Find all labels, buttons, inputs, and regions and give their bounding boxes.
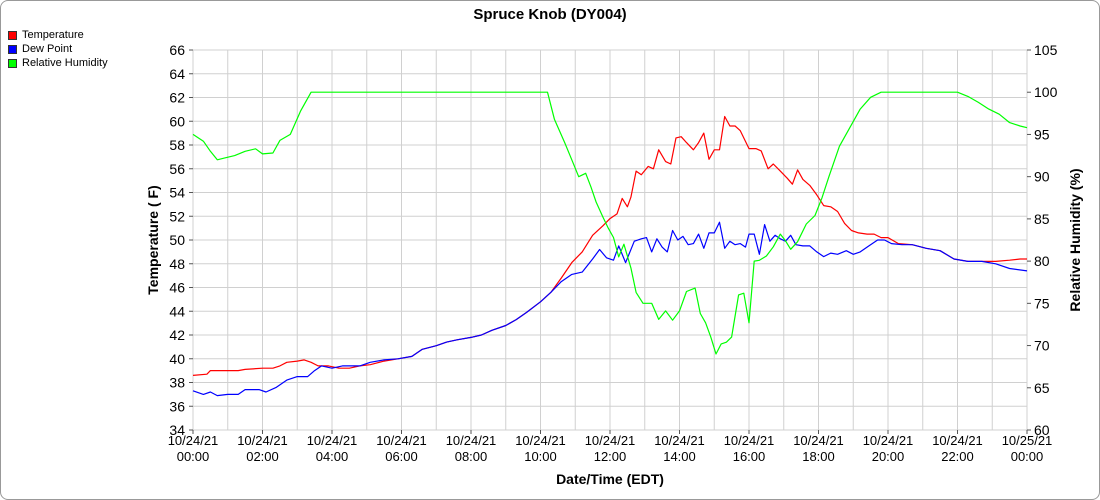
x-tick-label-date: 10/24/21 bbox=[376, 433, 427, 448]
y-tick-label: 38 bbox=[169, 375, 185, 391]
legend-label-dew-point: Dew Point bbox=[22, 43, 73, 55]
x-tick-label-time: 02:00 bbox=[246, 449, 279, 464]
y-tick-label: 50 bbox=[169, 232, 185, 248]
x-tick-label-date: 10/24/21 bbox=[793, 433, 844, 448]
series-layer bbox=[192, 91, 1028, 397]
y-tick-label: 58 bbox=[169, 137, 185, 153]
y-tick-label: 40 bbox=[169, 351, 185, 367]
y2-tick-label: 105 bbox=[1034, 42, 1058, 58]
x-tick-label-time: 00:00 bbox=[1011, 449, 1044, 464]
y2-tick-label: 80 bbox=[1034, 253, 1050, 269]
x-tick-label-time: 16:00 bbox=[733, 449, 766, 464]
x-tick-label-time: 00:00 bbox=[177, 449, 210, 464]
x-tick-label-time: 10:00 bbox=[524, 449, 557, 464]
legend-item-relative-humidity: Relative Humidity bbox=[8, 56, 108, 70]
y2-tick-label: 70 bbox=[1034, 338, 1050, 354]
y2-tick-label: 85 bbox=[1034, 211, 1050, 227]
y-axis-title: Temperature ( F) bbox=[145, 185, 161, 294]
y-tick-label: 52 bbox=[169, 208, 185, 224]
x-tick-label-time: 18:00 bbox=[802, 449, 835, 464]
y2-axis-title: Relative Humidity (%) bbox=[1067, 168, 1083, 311]
x-tick-label-time: 06:00 bbox=[385, 449, 418, 464]
y2-tick-label: 95 bbox=[1034, 126, 1050, 142]
x-tick-label-date: 10/24/21 bbox=[724, 433, 775, 448]
legend: Temperature Dew Point Relative Humidity bbox=[8, 28, 108, 70]
axis-layer: 34 36 38 40 42 44 46 48 50 52 54 56 58 60 62 64 66 60 65 70… bbox=[168, 42, 1058, 464]
x-tick-label-date: 10/25/21 bbox=[1002, 433, 1053, 448]
x-tick-label-time: 04:00 bbox=[316, 449, 349, 464]
x-axis-title: Date/Time (EDT) bbox=[556, 471, 664, 487]
x-tick-label-date: 10/24/21 bbox=[446, 433, 497, 448]
y-tick-label: 56 bbox=[169, 161, 185, 177]
y-tick-label: 64 bbox=[169, 66, 185, 82]
legend-swatch-dew-point bbox=[8, 44, 17, 54]
x-tick-label-time: 08:00 bbox=[455, 449, 488, 464]
y-tick-label: 36 bbox=[169, 398, 185, 414]
legend-item-dew-point: Dew Point bbox=[8, 42, 108, 56]
y-tick-label: 48 bbox=[169, 256, 185, 272]
grid-layer bbox=[192, 49, 1028, 431]
x-tick-label-time: 22:00 bbox=[941, 449, 974, 464]
y2-tick-label: 60 bbox=[1034, 422, 1050, 438]
x-tick-label-date: 10/24/21 bbox=[654, 433, 705, 448]
y2-tick-label: 100 bbox=[1034, 84, 1058, 100]
chart-title: Spruce Knob (DY004) bbox=[473, 6, 626, 23]
legend-swatch-relative-humidity bbox=[8, 58, 17, 68]
y-tick-label: 42 bbox=[169, 327, 185, 343]
y-tick-label: 34 bbox=[169, 422, 185, 438]
x-tick-label-date: 10/24/21 bbox=[932, 433, 983, 448]
legend-label-temperature: Temperature bbox=[22, 29, 84, 41]
legend-item-temperature: Temperature bbox=[8, 28, 108, 42]
x-tick-label-date: 10/24/21 bbox=[863, 433, 914, 448]
x-tick-label-date: 10/24/21 bbox=[585, 433, 636, 448]
y2-tick-label: 65 bbox=[1034, 380, 1050, 396]
legend-swatch-temperature bbox=[8, 30, 17, 40]
y-tick-label: 66 bbox=[169, 42, 185, 58]
y2-tick-label: 75 bbox=[1034, 295, 1050, 311]
series-line-dew-point bbox=[192, 221, 1028, 397]
x-tick-label-date: 10/24/21 bbox=[307, 433, 358, 448]
x-tick-label-date: 10/24/21 bbox=[237, 433, 288, 448]
x-tick-label-date: 10/24/21 bbox=[515, 433, 566, 448]
x-tick-label-time: 14:00 bbox=[663, 449, 696, 464]
x-tick-label-time: 12:00 bbox=[594, 449, 627, 464]
y-tick-label: 44 bbox=[169, 303, 185, 319]
y2-tick-label: 90 bbox=[1034, 169, 1050, 185]
x-tick-label-time: 20:00 bbox=[872, 449, 905, 464]
y-tick-label: 46 bbox=[169, 280, 185, 296]
series-line-relative-humidity bbox=[192, 91, 1028, 355]
x-tick-label-date: 10/24/21 bbox=[168, 433, 219, 448]
series-line-temperature bbox=[192, 115, 1027, 376]
legend-label-relative-humidity: Relative Humidity bbox=[22, 57, 108, 69]
y-tick-label: 60 bbox=[169, 113, 185, 129]
y-tick-label: 54 bbox=[169, 185, 185, 201]
y-tick-label: 62 bbox=[169, 90, 185, 106]
